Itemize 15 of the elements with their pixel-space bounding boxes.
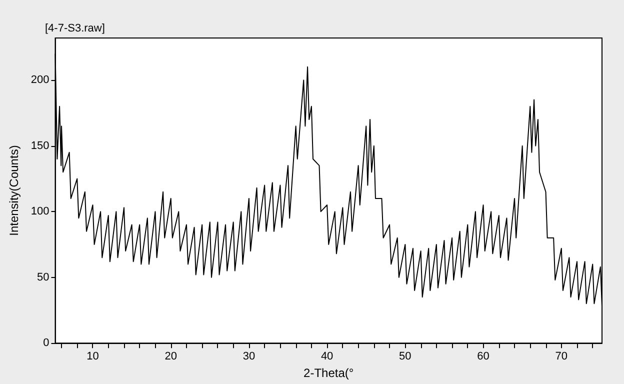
x-tick-label: 20 — [164, 350, 177, 363]
y-tick-label: 0 — [43, 337, 50, 350]
x-tick-label: 40 — [320, 350, 334, 363]
chart-title: [4-7-S3.raw] — [45, 22, 105, 34]
y-tick-label: 50 — [37, 271, 50, 284]
y-axis-title: Intensity(Counts) — [7, 145, 21, 236]
x-tick-label: 70 — [555, 350, 568, 363]
x-tick-label: 60 — [477, 350, 490, 363]
y-tick-label: 100 — [30, 206, 50, 218]
x-axis-title: 2-Theta(° — [304, 366, 354, 380]
y-tick-label: 150 — [30, 140, 50, 152]
y-tick-label: 200 — [30, 74, 50, 86]
x-tick-label: 10 — [86, 350, 99, 363]
x-tick-label: 30 — [242, 350, 256, 363]
x-tick-label: 50 — [399, 350, 412, 363]
